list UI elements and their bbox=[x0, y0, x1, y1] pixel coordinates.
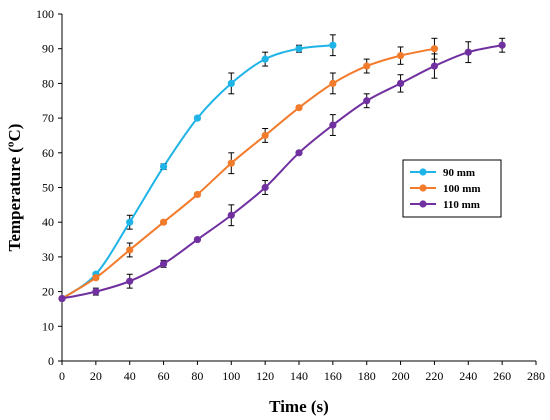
x-tick-label: 200 bbox=[392, 369, 410, 383]
y-tick-label: 60 bbox=[42, 146, 54, 160]
legend-swatch-marker bbox=[419, 168, 427, 176]
x-tick-label: 140 bbox=[290, 369, 308, 383]
x-tick-label: 60 bbox=[158, 369, 170, 383]
data-point-90-mm bbox=[159, 163, 168, 171]
y-tick-label: 100 bbox=[36, 7, 54, 21]
y-tick-label: 20 bbox=[42, 285, 54, 299]
series-100-mm bbox=[58, 37, 439, 303]
data-point-100-mm bbox=[92, 274, 100, 282]
x-tick-label: 160 bbox=[324, 369, 342, 383]
data-point-100-mm bbox=[396, 52, 405, 60]
x-tick-label: 260 bbox=[493, 369, 511, 383]
x-tick-label: 220 bbox=[425, 369, 443, 383]
x-axis-ticks: 0 20 40 60 80 100 120 140 160 180 200 220 240 260 280 bbox=[59, 361, 545, 383]
x-tick-label: 0 bbox=[59, 369, 65, 383]
legend-label: 90 mm bbox=[443, 167, 475, 179]
series-line-100-mm bbox=[61, 47, 435, 300]
data-point-100-mm bbox=[159, 218, 168, 226]
data-point-100-mm bbox=[126, 246, 134, 254]
data-point-100-mm bbox=[363, 62, 371, 70]
x-tick-label: 20 bbox=[90, 369, 102, 383]
data-point-110-mm bbox=[261, 183, 269, 192]
y-axis-ticks: 0 10 20 30 40 50 60 70 80 90 100 bbox=[36, 7, 62, 368]
y-axis-title: Temperature (ºC) bbox=[5, 124, 24, 252]
legend-label: 100 mm bbox=[443, 183, 481, 195]
legend: 90 mm 100 mm 110 mm bbox=[402, 159, 502, 218]
x-tick-label: 100 bbox=[222, 369, 240, 383]
data-point-110-mm bbox=[329, 121, 337, 129]
x-tick-label: 240 bbox=[459, 369, 477, 383]
x-tick-label: 280 bbox=[527, 369, 545, 383]
data-point-90-mm bbox=[295, 45, 303, 53]
y-tick-label: 10 bbox=[42, 319, 54, 333]
y-tick-label: 80 bbox=[42, 76, 54, 90]
data-point-100-mm bbox=[329, 79, 337, 87]
data-point-110-mm bbox=[396, 79, 405, 87]
data-point-90-mm bbox=[126, 218, 134, 226]
x-tick-label: 80 bbox=[191, 369, 203, 383]
data-point-110-mm bbox=[464, 48, 472, 56]
series-90-mm bbox=[58, 34, 337, 303]
data-point-110-mm bbox=[92, 288, 100, 296]
data-point-110-mm bbox=[227, 211, 235, 219]
x-axis-title: Time (s) bbox=[269, 397, 329, 416]
data-point-100-mm bbox=[295, 104, 303, 112]
legend-item-110-mm: 110 mm bbox=[410, 199, 480, 211]
data-point-110-mm bbox=[363, 97, 371, 105]
legend-label: 110 mm bbox=[443, 199, 480, 211]
data-point-110-mm bbox=[193, 235, 202, 244]
data-point-100-mm bbox=[430, 45, 439, 53]
data-point-110-mm bbox=[126, 277, 134, 285]
data-point-110-mm bbox=[58, 294, 66, 303]
data-point-110-mm bbox=[295, 149, 303, 157]
legend-swatch-marker bbox=[419, 184, 427, 192]
data-point-110-mm bbox=[159, 260, 168, 268]
y-tick-label: 30 bbox=[42, 250, 54, 264]
y-tick-label: 50 bbox=[42, 181, 54, 195]
data-point-90-mm bbox=[227, 79, 235, 87]
legend-item-90-mm: 90 mm bbox=[410, 167, 475, 179]
data-point-100-mm bbox=[261, 131, 269, 140]
data-point-90-mm bbox=[329, 41, 337, 49]
y-tick-label: 0 bbox=[48, 354, 54, 368]
data-point-110-mm bbox=[498, 41, 506, 49]
legend-item-100-mm: 100 mm bbox=[410, 183, 481, 195]
x-tick-label: 120 bbox=[256, 369, 274, 383]
y-tick-label: 70 bbox=[42, 111, 54, 125]
data-point-90-mm bbox=[261, 55, 269, 63]
legend-swatch-marker bbox=[419, 200, 427, 208]
data-point-90-mm bbox=[193, 114, 202, 122]
data-point-100-mm bbox=[227, 159, 235, 167]
series-110-mm bbox=[58, 37, 506, 303]
x-tick-label: 40 bbox=[124, 369, 136, 383]
data-point-100-mm bbox=[193, 190, 202, 199]
data-point-110-mm bbox=[430, 62, 439, 70]
series-layer bbox=[58, 34, 506, 303]
y-tick-label: 40 bbox=[42, 215, 54, 229]
series-line-90-mm bbox=[61, 44, 333, 300]
y-tick-label: 90 bbox=[42, 42, 54, 56]
x-tick-label: 180 bbox=[358, 369, 376, 383]
